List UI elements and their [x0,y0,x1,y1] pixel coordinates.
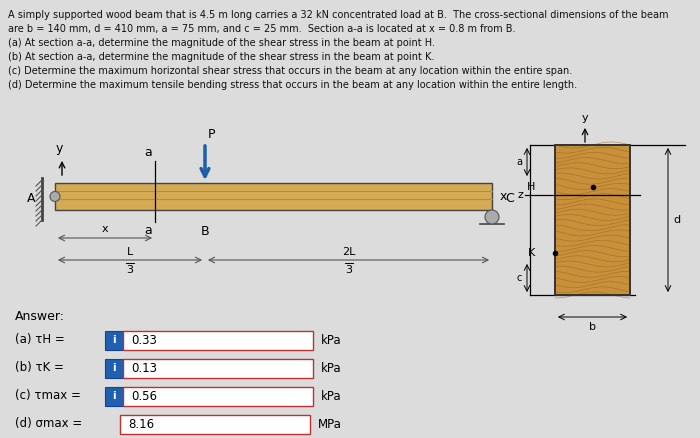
Text: L: L [127,247,133,257]
Text: Answer:: Answer: [15,310,65,323]
Text: 0.33: 0.33 [131,333,157,346]
Text: A: A [27,192,35,205]
Text: MPa: MPa [318,417,342,431]
Bar [120,414,310,434]
Bar [123,386,313,406]
Circle shape [50,191,60,201]
Text: (b) τK =: (b) τK = [15,361,64,374]
Text: x: x [102,224,108,234]
Text: y: y [582,113,588,123]
Text: A simply supported wood beam that is 4.5 m long carries a 32 kN concentrated loa: A simply supported wood beam that is 4.5… [8,10,668,20]
Text: b: b [589,322,596,332]
Text: 8.16: 8.16 [128,417,154,431]
Text: 0.56: 0.56 [131,389,157,403]
Text: (d) σmax =: (d) σmax = [15,417,83,431]
Text: a: a [144,146,152,159]
Text: (b) At section a-a, determine the magnitude of the shear stress in the beam at p: (b) At section a-a, determine the magnit… [8,52,435,62]
Text: (a) τH =: (a) τH = [15,333,64,346]
Text: C: C [505,192,514,205]
Text: a: a [144,224,152,237]
Text: i: i [112,335,116,345]
Text: (d) Determine the maximum tensile bending stress that occurs in the beam at any : (d) Determine the maximum tensile bendin… [8,80,577,90]
Text: (a) At section a-a, determine the magnitude of the shear stress in the beam at p: (a) At section a-a, determine the magnit… [8,38,435,48]
Bar [555,145,630,295]
Text: (c) τmax =: (c) τmax = [15,389,81,403]
Text: i: i [112,391,116,401]
Bar [105,358,123,378]
Text: 0.13: 0.13 [131,361,157,374]
Bar [105,386,123,406]
Text: kPa: kPa [321,389,342,403]
Text: 2L: 2L [342,247,355,257]
Text: 3: 3 [127,265,134,275]
Text: z: z [517,190,523,200]
Text: i: i [112,363,116,373]
Text: K: K [528,248,535,258]
Text: y: y [55,142,63,155]
Text: B: B [201,225,209,238]
Bar [555,145,630,295]
Bar [105,331,123,350]
Text: kPa: kPa [321,361,342,374]
Text: P: P [208,128,216,141]
Circle shape [485,210,499,224]
Bar [123,331,313,350]
Bar [55,183,492,210]
Bar [123,358,313,378]
Text: are b = 140 mm, d = 410 mm, a = 75 mm, and c = 25 mm.  Section a-a is located at: are b = 140 mm, d = 410 mm, a = 75 mm, a… [8,24,515,34]
Text: a: a [516,157,522,167]
Text: c: c [517,273,522,283]
Text: (c) Determine the maximum horizontal shear stress that occurs in the beam at any: (c) Determine the maximum horizontal she… [8,66,573,76]
Text: H: H [526,182,535,192]
Text: d: d [673,215,680,225]
Text: 3: 3 [345,265,352,275]
Text: kPa: kPa [321,333,342,346]
Text: x: x [500,190,507,203]
